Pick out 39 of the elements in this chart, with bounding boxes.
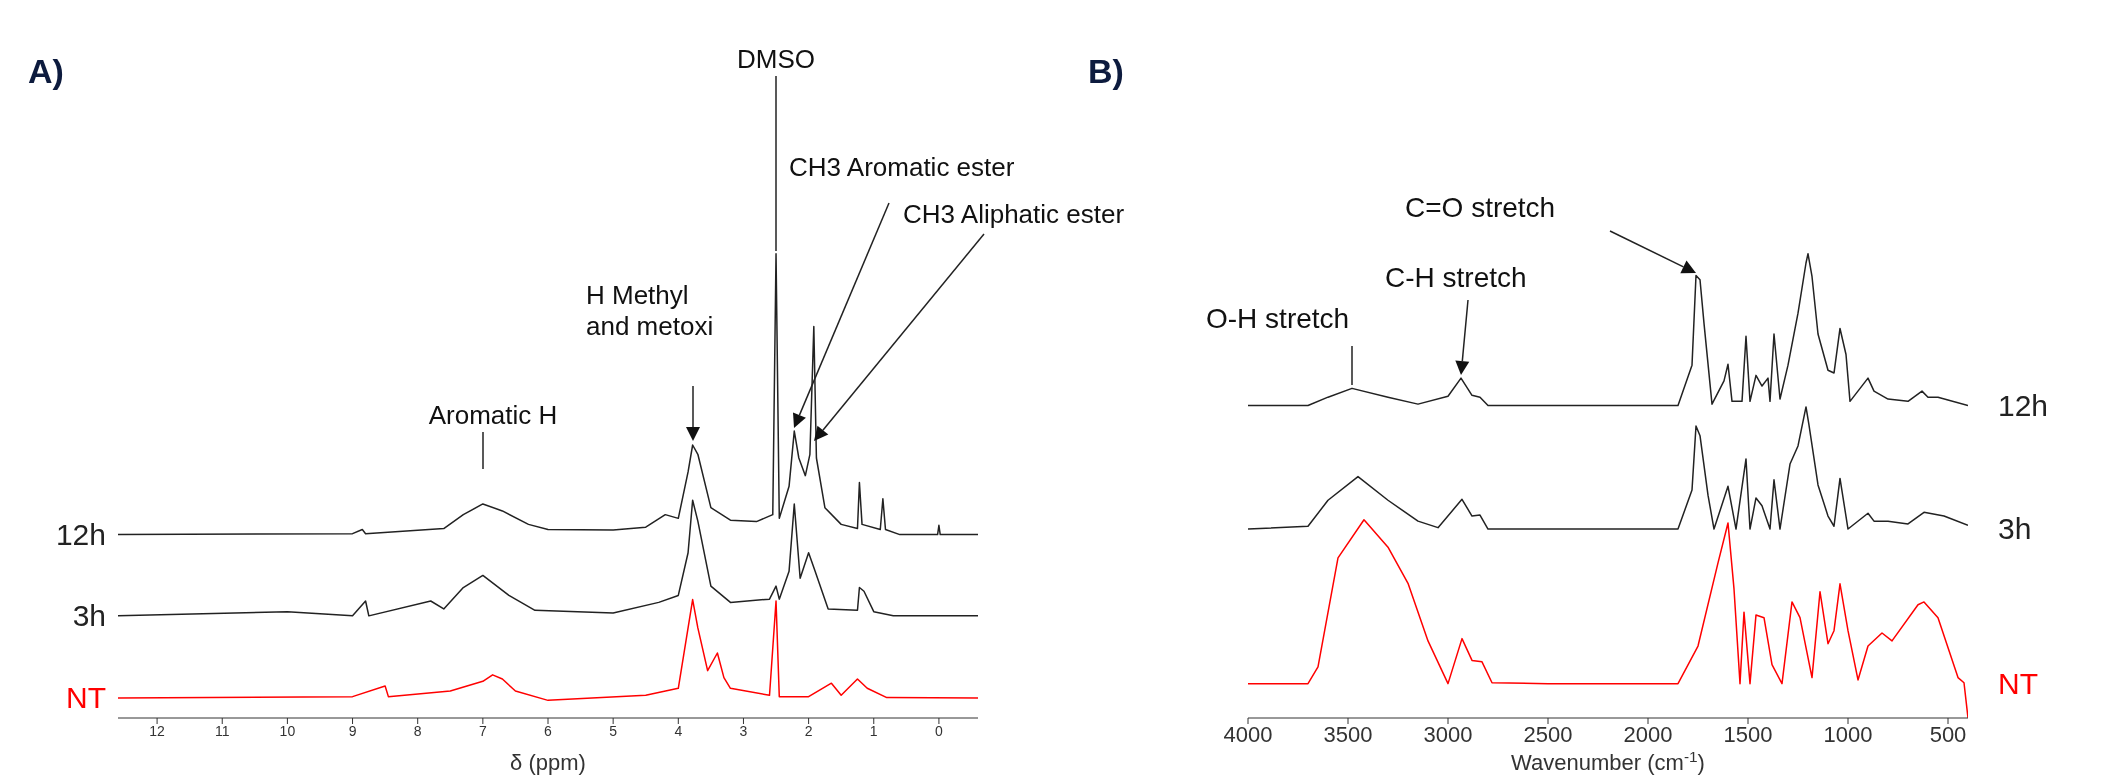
x-tick-label: 3000 [1423, 721, 1473, 747]
series-label: 3h [1998, 512, 2032, 546]
chart-title: B) [1088, 52, 1124, 90]
annotation: H Methyl and metoxi [586, 279, 714, 341]
x-tick-label: 8 [413, 722, 422, 739]
x-tick-label: 2 [804, 722, 813, 739]
x-tick-label: 4 [674, 722, 683, 739]
x-tick-label: 1000 [1823, 721, 1873, 747]
text: DMSO [737, 44, 815, 74]
x-tick-label: 6 [544, 722, 553, 739]
text: C=O stretch [1405, 192, 1556, 223]
text: CH3 Aliphatic ester [903, 199, 1125, 229]
x-tick-label: 3 [739, 722, 748, 739]
text: CH3 Aromatic ester [789, 152, 1015, 182]
annotation: Aromatic H [428, 400, 558, 430]
annotation: O-H stretch [1206, 303, 1350, 334]
x-tick-label: 7 [478, 722, 487, 739]
chart-title: A) [28, 52, 64, 90]
x-tick-label: 10 [279, 722, 296, 739]
annotation: C-H stretch [1385, 262, 1527, 293]
x-tick-label: 1 [869, 722, 878, 739]
x-tick-label: 3500 [1323, 721, 1373, 747]
series-label: NT [1998, 666, 2038, 700]
x-tick-label: 2000 [1623, 721, 1673, 747]
x-tick-label: 5 [609, 722, 618, 739]
x-tick-label: 500 [1929, 721, 1967, 747]
x-tick-label: 0 [935, 722, 944, 739]
x-axis-title: Wavenumber (cm$^{-1}$) [1511, 747, 1705, 775]
series-label: NT [66, 681, 106, 715]
x-tick-label: 4000 [1223, 721, 1273, 747]
x-tick-label: 9 [348, 722, 357, 739]
series-label: 12h [55, 517, 106, 551]
x-tick-label: 1500 [1723, 721, 1773, 747]
series-label: 3h [72, 598, 106, 632]
x-tick-label: 2500 [1523, 721, 1573, 747]
series-label: 12h [1998, 388, 2049, 422]
x-axis-title: δ (ppm) [510, 750, 586, 775]
x-tick-label: 11 [214, 722, 230, 739]
x-tick-label: 12 [149, 722, 166, 739]
